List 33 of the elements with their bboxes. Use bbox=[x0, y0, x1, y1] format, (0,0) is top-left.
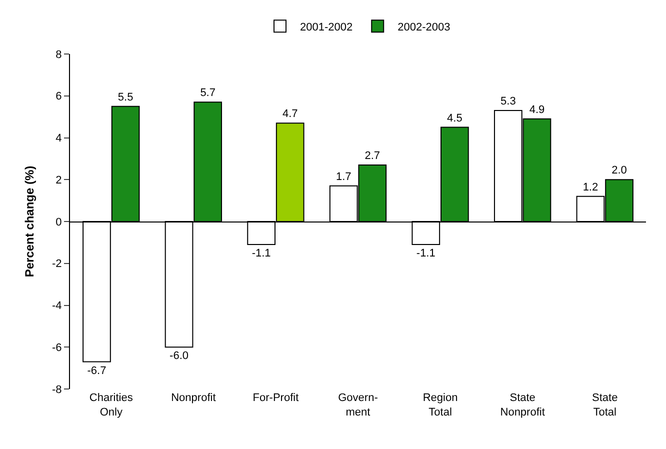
x-tick-label: Govern- ment bbox=[338, 392, 378, 418]
y-tick-label: -2 bbox=[52, 258, 62, 270]
legend-label: 2001-2002 bbox=[300, 21, 353, 34]
y-tick-label: 2 bbox=[56, 174, 62, 186]
x-tick-label: State Nonprofit bbox=[500, 392, 545, 418]
x-tick-label: Charities Only bbox=[89, 392, 134, 418]
data-label: 4.7 bbox=[282, 108, 298, 120]
x-tick-label: For-Profit bbox=[252, 392, 299, 404]
data-label: 5.5 bbox=[118, 91, 134, 104]
y-tick-label: 8 bbox=[56, 48, 62, 61]
x-tick-label: State Total bbox=[592, 392, 618, 418]
data-label: 4.9 bbox=[529, 104, 545, 116]
data-label: -1.1 bbox=[252, 248, 271, 260]
x-tick-label: Nonprofit bbox=[171, 392, 216, 404]
y-tick-label: 0 bbox=[56, 216, 62, 228]
data-label: 2.0 bbox=[612, 164, 627, 177]
data-label: -6.0 bbox=[170, 350, 189, 362]
data-label: -1.1 bbox=[416, 248, 436, 260]
data-label: 4.5 bbox=[447, 112, 462, 124]
y-tick-label: -6 bbox=[52, 342, 62, 354]
y-tick-label: -8 bbox=[52, 384, 62, 396]
data-label: 1.7 bbox=[336, 170, 352, 183]
y-tick-label: 4 bbox=[56, 132, 62, 145]
y-tick-label: -4 bbox=[52, 300, 62, 312]
data-label: 5.7 bbox=[200, 87, 216, 100]
y-tick-label: 6 bbox=[56, 90, 62, 103]
data-label: -6.7 bbox=[87, 364, 106, 377]
data-label: 5.3 bbox=[500, 96, 516, 108]
data-label: 2.7 bbox=[364, 150, 380, 162]
x-tick-label: Region Total bbox=[422, 392, 458, 418]
legend-label: 2002-2003 bbox=[398, 21, 450, 34]
data-label: 1.2 bbox=[582, 181, 598, 194]
y-axis-title: Percent change (%) bbox=[22, 166, 36, 278]
